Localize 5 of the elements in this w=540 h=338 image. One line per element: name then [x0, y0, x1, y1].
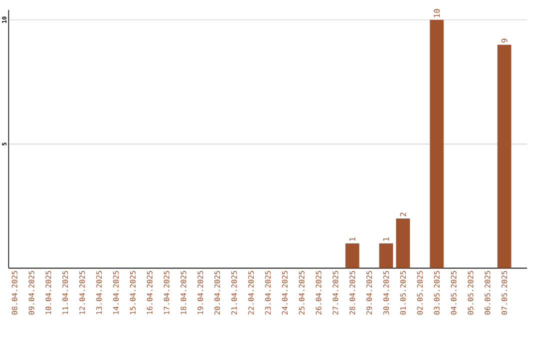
bar	[379, 243, 394, 268]
bar	[497, 44, 512, 268]
bar	[345, 243, 360, 268]
bar	[396, 218, 410, 268]
bar	[430, 20, 444, 268]
